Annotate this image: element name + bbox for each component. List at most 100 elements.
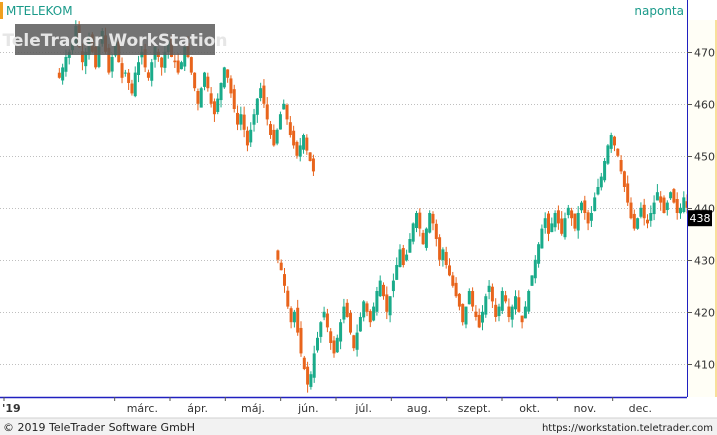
candle-body bbox=[352, 335, 356, 349]
candle-body bbox=[415, 213, 418, 229]
candle-body bbox=[64, 57, 68, 72]
candle-body bbox=[418, 212, 422, 229]
candle-body bbox=[146, 72, 150, 78]
period-label: naponta bbox=[634, 4, 684, 18]
candle-body bbox=[599, 176, 603, 188]
candle-body bbox=[285, 104, 289, 120]
candle-body bbox=[560, 218, 564, 234]
candle-body bbox=[365, 303, 369, 312]
candle-body bbox=[276, 250, 280, 260]
candle-body bbox=[566, 207, 570, 216]
x-tick-label: máj. bbox=[241, 402, 265, 415]
candle-body bbox=[523, 306, 527, 319]
candle-body bbox=[316, 337, 319, 351]
y-tick-label: 430 bbox=[694, 255, 715, 268]
x-tick-label: aug. bbox=[407, 402, 431, 415]
candle-body bbox=[295, 141, 299, 156]
candle-body bbox=[603, 161, 607, 181]
candle-body bbox=[659, 196, 663, 203]
candle-body bbox=[619, 160, 623, 172]
candle-body bbox=[269, 124, 273, 135]
candle-body bbox=[613, 136, 616, 146]
candle-body bbox=[282, 103, 286, 110]
candle-body bbox=[298, 145, 302, 157]
x-tick-label: márc. bbox=[127, 402, 158, 415]
candle-body bbox=[222, 67, 226, 88]
candle-body bbox=[576, 213, 580, 231]
candle-body bbox=[286, 290, 290, 307]
candle-body bbox=[179, 62, 183, 70]
candle-body bbox=[372, 306, 376, 321]
last-price-badge: 438 bbox=[688, 210, 712, 227]
candle-body bbox=[580, 202, 583, 211]
candle-body bbox=[259, 88, 263, 99]
candle-body bbox=[454, 282, 458, 297]
candle-body bbox=[428, 213, 432, 233]
candle-body bbox=[272, 129, 276, 146]
candle-body bbox=[421, 232, 425, 245]
candle-body bbox=[424, 228, 428, 248]
candle-body bbox=[219, 83, 223, 101]
candle-body bbox=[622, 171, 626, 187]
candle-body bbox=[358, 317, 362, 332]
candle-body bbox=[133, 72, 137, 97]
candle-body bbox=[279, 262, 283, 271]
candle-body bbox=[203, 72, 207, 87]
plot-area bbox=[0, 0, 687, 397]
candle-body bbox=[306, 366, 310, 385]
candle-body bbox=[299, 327, 303, 354]
candlestick-series bbox=[57, 20, 702, 393]
candle-body bbox=[490, 286, 494, 302]
candle-body bbox=[636, 218, 640, 229]
candle-body bbox=[514, 296, 517, 310]
candle-body bbox=[500, 291, 504, 311]
candle-body bbox=[309, 374, 313, 387]
candle-body bbox=[646, 219, 649, 224]
candle-body bbox=[487, 285, 491, 292]
candle-body bbox=[123, 72, 127, 74]
candle-body bbox=[517, 297, 521, 312]
candle-body bbox=[61, 67, 65, 81]
candle-body bbox=[305, 137, 309, 151]
candle-body bbox=[649, 213, 653, 221]
candle-body bbox=[302, 135, 306, 150]
x-tick-label: '19 bbox=[2, 402, 21, 415]
candle-body bbox=[368, 311, 372, 323]
source-url[interactable]: https://workstation.teletrader.com bbox=[542, 423, 713, 434]
candle-body bbox=[262, 85, 266, 104]
candle-body bbox=[107, 47, 111, 73]
candle-body bbox=[216, 98, 220, 112]
symbol-label: MTELEKOM bbox=[6, 4, 73, 18]
candle-body bbox=[355, 332, 359, 350]
candle-body bbox=[312, 353, 316, 378]
candle-body bbox=[606, 145, 610, 164]
candle-body bbox=[665, 202, 669, 211]
candle-body bbox=[150, 62, 154, 81]
candle-body bbox=[401, 248, 405, 265]
copyright-text: © 2019 TeleTrader Software GmbH bbox=[3, 421, 195, 434]
candle-body bbox=[477, 314, 481, 328]
candle-body bbox=[378, 280, 382, 297]
watermark-text: TeleTrader WorkStation bbox=[3, 31, 228, 51]
y-tick-label: 470 bbox=[694, 47, 715, 60]
candle-body bbox=[484, 296, 488, 315]
candle-body bbox=[292, 130, 296, 146]
candle-body bbox=[163, 51, 167, 68]
candle-body bbox=[229, 78, 233, 94]
candle-body bbox=[467, 291, 471, 305]
candle-body bbox=[682, 197, 686, 213]
candle-body bbox=[444, 251, 448, 265]
candle-body bbox=[474, 311, 478, 317]
candle-body bbox=[97, 46, 101, 67]
candle-body bbox=[510, 306, 514, 320]
candle-body bbox=[679, 207, 682, 214]
candle-body bbox=[206, 76, 210, 89]
candle-body bbox=[626, 183, 630, 203]
candle-body bbox=[302, 357, 306, 369]
candle-body bbox=[335, 337, 339, 353]
candle-body bbox=[629, 202, 633, 219]
candle-body bbox=[398, 249, 402, 267]
candle-body bbox=[362, 301, 366, 318]
candle-body bbox=[441, 249, 445, 261]
